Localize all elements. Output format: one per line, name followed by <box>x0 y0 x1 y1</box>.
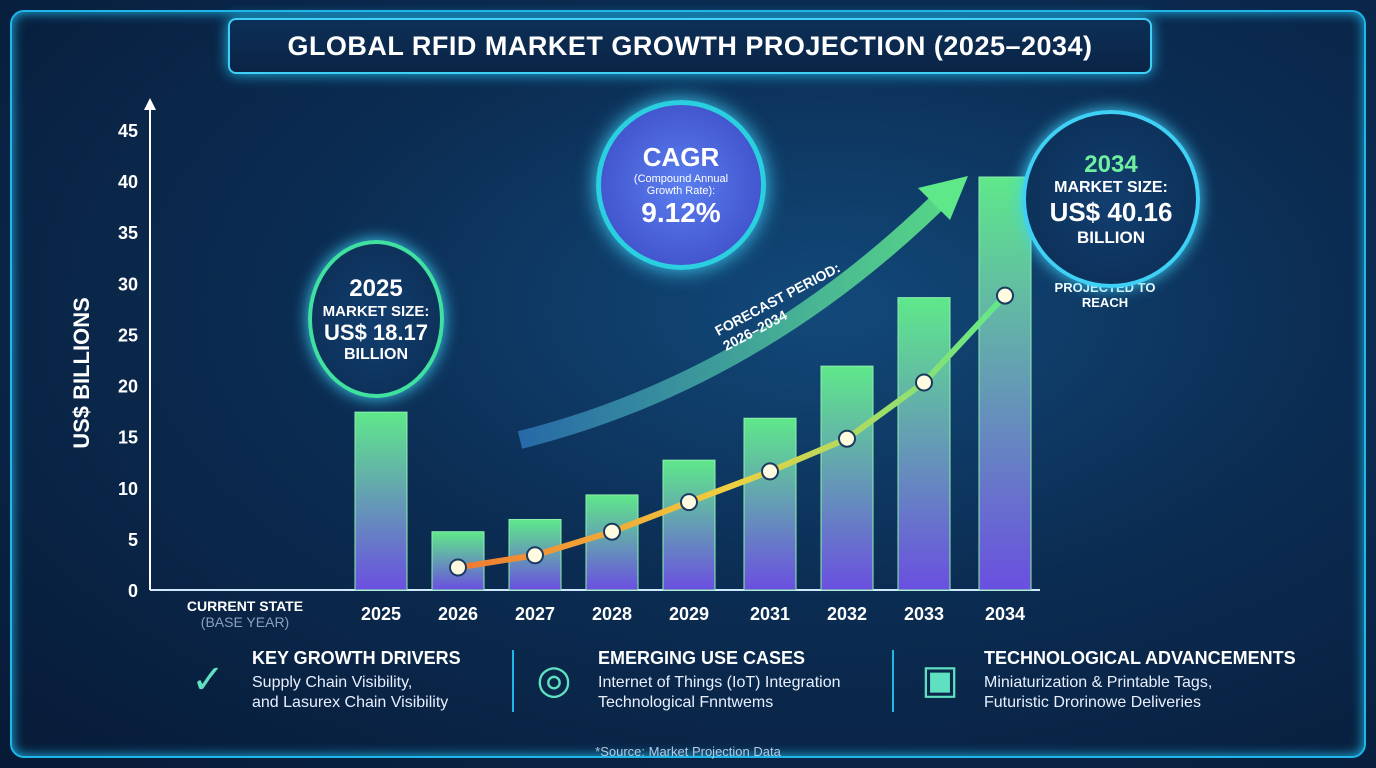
y-tick-label: 45 <box>118 121 138 141</box>
current-state-label: CURRENT STATE (BASE YEAR) <box>180 598 310 630</box>
chip-icon: ▣ <box>921 658 959 702</box>
bar-2029 <box>662 459 716 591</box>
bar-2034 <box>978 176 1032 591</box>
x-tick-label: 2028 <box>592 604 632 624</box>
callout-2025-year: 2025 <box>349 274 403 302</box>
divider <box>892 650 894 712</box>
line-point-2027 <box>526 546 544 565</box>
bar-2031 <box>743 417 797 591</box>
footer-use-cases: ◎ EMERGING USE CASES Internet of Things … <box>522 648 841 713</box>
x-tick-label: 2033 <box>904 604 944 624</box>
x-tick-label: 2027 <box>515 604 555 624</box>
line-point-2026 <box>449 558 467 577</box>
title-banner: GLOBAL RFID MARKET GROWTH PROJECTION (20… <box>228 18 1152 74</box>
x-tick-label: 2025 <box>361 604 401 624</box>
cagr-subtitle: (Compound Annual Growth Rate): <box>633 172 729 197</box>
line-point-2029 <box>680 493 698 512</box>
y-tick-label: 35 <box>118 223 138 243</box>
callout-2025-label: MARKET SIZE: <box>322 302 430 320</box>
line-point-2031 <box>761 462 779 481</box>
footer-line: Technological Fnntwems <box>598 694 774 711</box>
growth-line <box>457 293 1008 571</box>
base-year-text: (BASE YEAR) <box>200 614 290 630</box>
callout-2034-label: MARKET SIZE: <box>1054 178 1168 196</box>
x-tick-label: 2026 <box>438 604 478 624</box>
bar-2033 <box>897 297 951 591</box>
y-tick-label: 20 <box>118 377 138 397</box>
y-tick-label: 5 <box>128 530 138 550</box>
line-point-2034 <box>996 286 1014 305</box>
forecast-arrow <box>517 183 957 449</box>
bar-2028 <box>585 494 639 591</box>
divider <box>512 650 514 712</box>
x-tick-label: 2031 <box>750 604 790 624</box>
bar-2032 <box>820 365 874 591</box>
callout-2025-unit: BILLION <box>344 345 408 363</box>
y-axis-label: US$ BILLIONS <box>68 297 94 449</box>
footer-line: Futuristic Drorinowe Deliveries <box>984 694 1201 711</box>
footer-title: TECHNOLOGICAL ADVANCEMENTS <box>984 648 1296 668</box>
footer-line: and Lasurex Chain Visibility <box>252 694 449 711</box>
cagr-value: 9.12% <box>641 196 721 228</box>
callout-2025-value: US$ 18.17 <box>324 319 428 345</box>
growth-drivers-icon: ✓ <box>191 658 225 702</box>
footer-line: Miniaturization & Printable Tags, <box>984 674 1213 691</box>
y-tick-label: 10 <box>118 479 138 499</box>
line-point-2028 <box>603 522 621 541</box>
x-tick-label: 2029 <box>669 604 709 624</box>
y-tick-label: 15 <box>118 428 138 448</box>
source-note: *Source: Market Projection Data <box>595 744 781 759</box>
bar-2025 <box>354 411 408 591</box>
line-point-2033 <box>915 373 933 392</box>
callout-2034-year: 2034 <box>1084 150 1138 178</box>
current-state-text: CURRENT STATE <box>186 598 304 614</box>
x-tick-label: 2034 <box>985 604 1025 624</box>
footer-title: KEY GROWTH DRIVERS <box>252 648 461 668</box>
line-point-2032 <box>838 429 856 448</box>
footer-growth-drivers: ✓ KEY GROWTH DRIVERS Supply Chain Visibi… <box>176 648 461 713</box>
footer-title: EMERGING USE CASES <box>598 648 806 668</box>
y-tick-label: 40 <box>118 172 138 192</box>
cagr-title: CAGR <box>642 141 720 172</box>
footer-tech: ▣ TECHNOLOGICAL ADVANCEMENTS Miniaturiza… <box>908 648 1296 713</box>
x-tick-label: 2032 <box>827 604 867 624</box>
y-tick-label: 25 <box>118 325 138 345</box>
frame-border <box>10 10 1366 758</box>
iot-network-icon: ◎ <box>536 658 572 702</box>
callout-2034-value: US$ 40.16 <box>1049 196 1173 227</box>
callout-2034: 2034 MARKET SIZE: US$ 40.16 BILLION <box>1022 110 1200 288</box>
y-axis-arrow-icon <box>144 98 156 110</box>
y-tick-label: 0 <box>128 581 138 601</box>
callout-cagr: CAGR (Compound Annual Growth Rate): 9.12… <box>596 100 766 270</box>
forecast-arrowhead <box>918 176 968 220</box>
callout-2025: 2025 MARKET SIZE: US$ 18.17 BILLION <box>308 240 444 398</box>
callout-2034-unit: BILLION <box>1077 227 1145 247</box>
y-tick-label: 30 <box>118 274 138 294</box>
chart-title: GLOBAL RFID MARKET GROWTH PROJECTION (20… <box>287 30 1093 61</box>
footer-line: Supply Chain Visibility, <box>252 674 413 691</box>
footer-line: Internet of Things (IoT) Integration <box>598 674 841 691</box>
